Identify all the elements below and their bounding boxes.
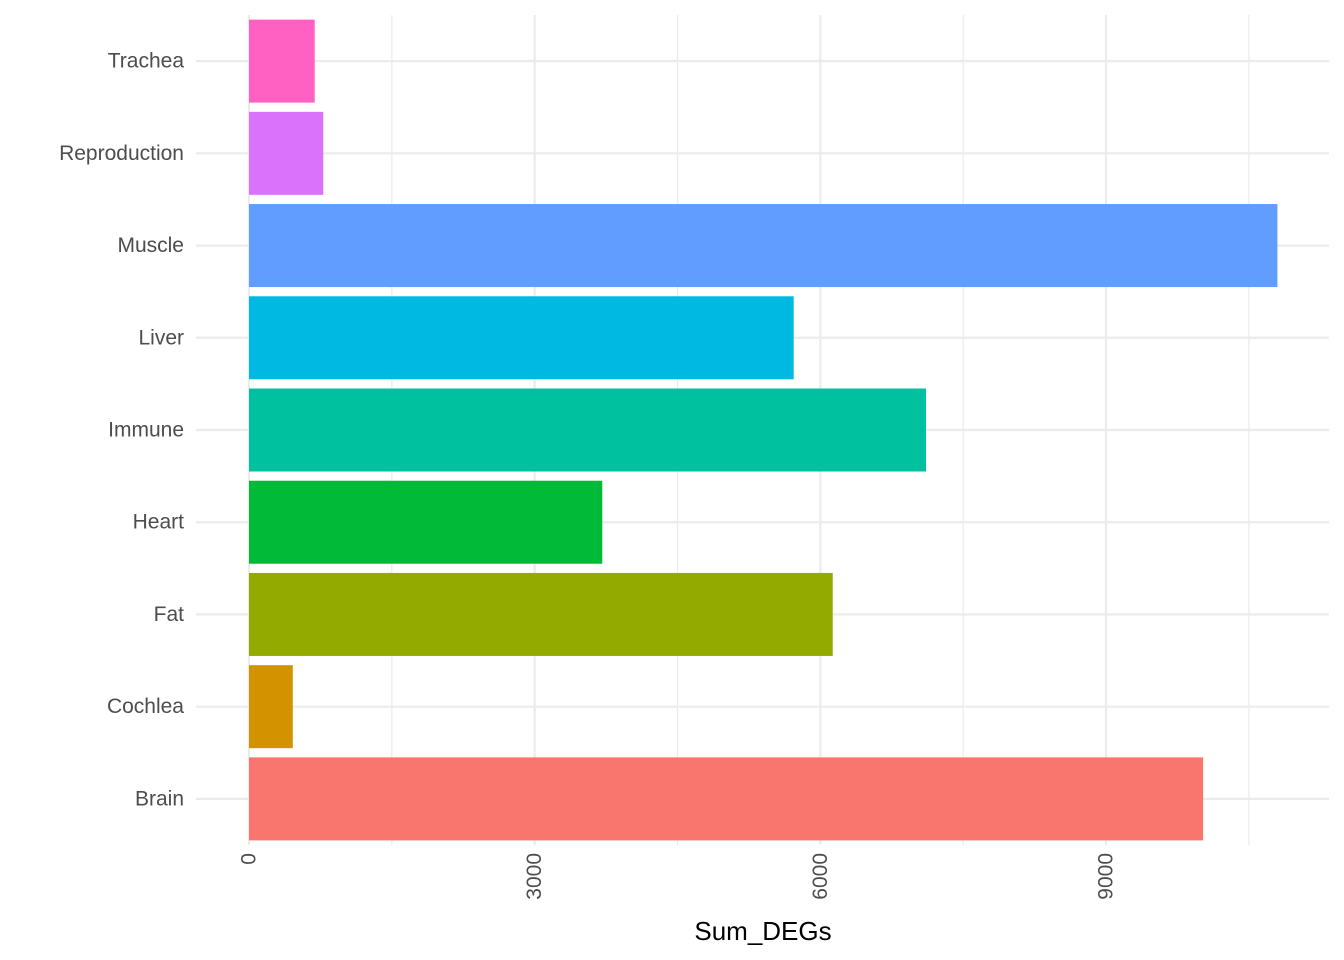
y-tick-label: Cochlea bbox=[107, 695, 184, 718]
y-tick-label: Fat bbox=[154, 603, 185, 626]
bar-liver bbox=[249, 296, 794, 380]
bar-fat bbox=[249, 572, 833, 656]
bar-heart bbox=[249, 480, 603, 564]
y-axis-labels: Brain Cochlea Fat Heart Immune Liver Muscle Rep… bbox=[59, 50, 184, 811]
x-axis-title: Sum_DEGs bbox=[694, 916, 831, 946]
bar-brain bbox=[249, 757, 1204, 841]
x-tick-label: 3000 bbox=[523, 853, 546, 900]
bars bbox=[249, 19, 1278, 841]
x-tick-label: 6000 bbox=[809, 853, 832, 900]
y-tick-label: Heart bbox=[133, 511, 185, 534]
bar-muscle bbox=[249, 204, 1278, 288]
y-tick-label: Reproduction bbox=[59, 142, 184, 165]
x-tick-label: 9000 bbox=[1095, 853, 1118, 900]
y-tick-label: Immune bbox=[108, 419, 184, 442]
y-tick-label: Brain bbox=[135, 787, 184, 810]
bar-immune bbox=[249, 388, 927, 472]
bar-reproduction bbox=[249, 111, 324, 195]
x-tick-label: 0 bbox=[238, 853, 261, 865]
bar-cochlea bbox=[249, 665, 293, 749]
y-tick-label: Liver bbox=[138, 326, 184, 349]
bar-trachea bbox=[249, 19, 315, 103]
y-tick-label: Muscle bbox=[117, 234, 184, 257]
x-axis-labels: 0 3000 6000 9000 bbox=[238, 853, 1118, 900]
y-tick-label: Trachea bbox=[108, 50, 185, 73]
